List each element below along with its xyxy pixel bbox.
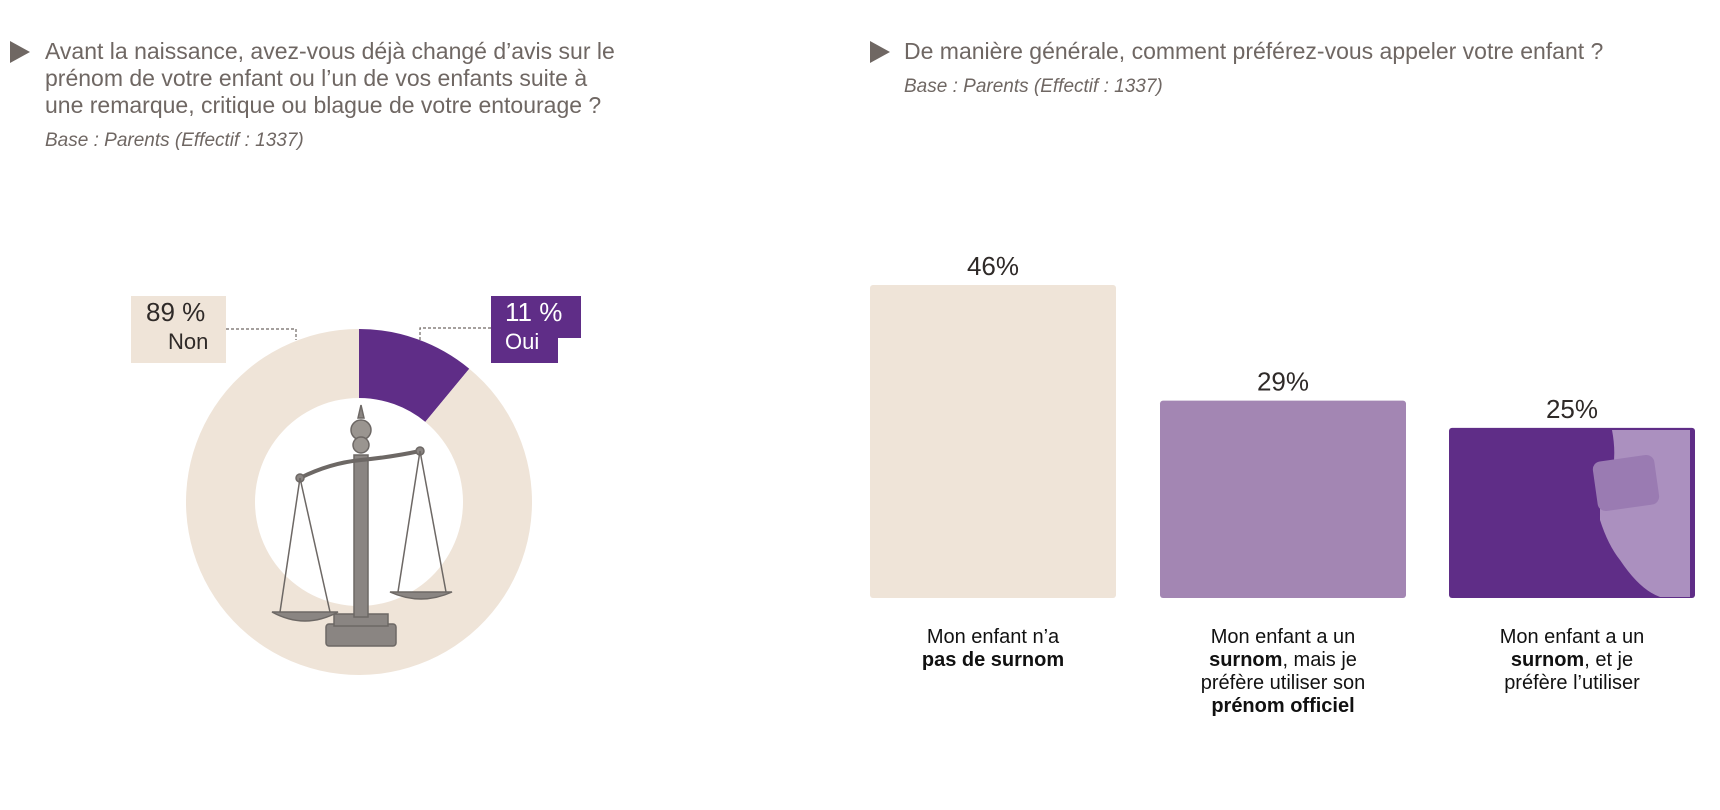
bar-category-label-1: Mon enfant n’a pas de surnom: [921, 626, 1065, 671]
donut-name-non: Non: [168, 329, 209, 354]
question-base: Base : Parents (Effectif : 1337): [45, 130, 304, 151]
balance-scale-icon: [271, 404, 453, 647]
leader-line-non: [226, 328, 297, 340]
bar-1: [870, 285, 1116, 598]
donut-label-non-name-box: Non: [153, 326, 226, 363]
bar-value-label-1: 46%: [967, 251, 1019, 281]
bar-category-label-3: Mon enfant a un surnom, et je préfère l’ut…: [1499, 626, 1645, 694]
bar-value-label-2: 29%: [1257, 367, 1309, 397]
question-title: De manière générale, comment préférez-vo…: [904, 38, 1604, 64]
bar-panel: De manière générale, comment préférez-vo…: [860, 0, 1720, 810]
question-base: Base : Parents (Effectif : 1337): [904, 76, 1163, 97]
donut-chart: [185, 327, 533, 676]
bar-2: [1160, 400, 1406, 598]
donut-value-oui: 11 %: [505, 297, 563, 327]
bar-category-label-2: Mon enfant a un surnom, mais je préfère ut…: [1200, 626, 1366, 717]
donut-panel: Avant la naissance, avez-vous déjà chang…: [10, 38, 615, 676]
bar-chart: 46% 29% 25%: [870, 251, 1695, 598]
bar-value-label-3: 25%: [1546, 394, 1598, 424]
donut-label-oui-name-box: Oui: [491, 326, 558, 363]
donut-value-non: 89 %: [146, 297, 206, 327]
donut-slice-oui: [359, 329, 470, 422]
hand-icon: [1592, 430, 1690, 597]
question-arrow-icon: [10, 41, 30, 63]
question-arrow-icon: [870, 41, 890, 63]
donut-name-oui: Oui: [505, 329, 540, 354]
leader-line-oui: [419, 327, 491, 342]
question-title: Avant la naissance, avez-vous déjà chang…: [45, 38, 615, 118]
